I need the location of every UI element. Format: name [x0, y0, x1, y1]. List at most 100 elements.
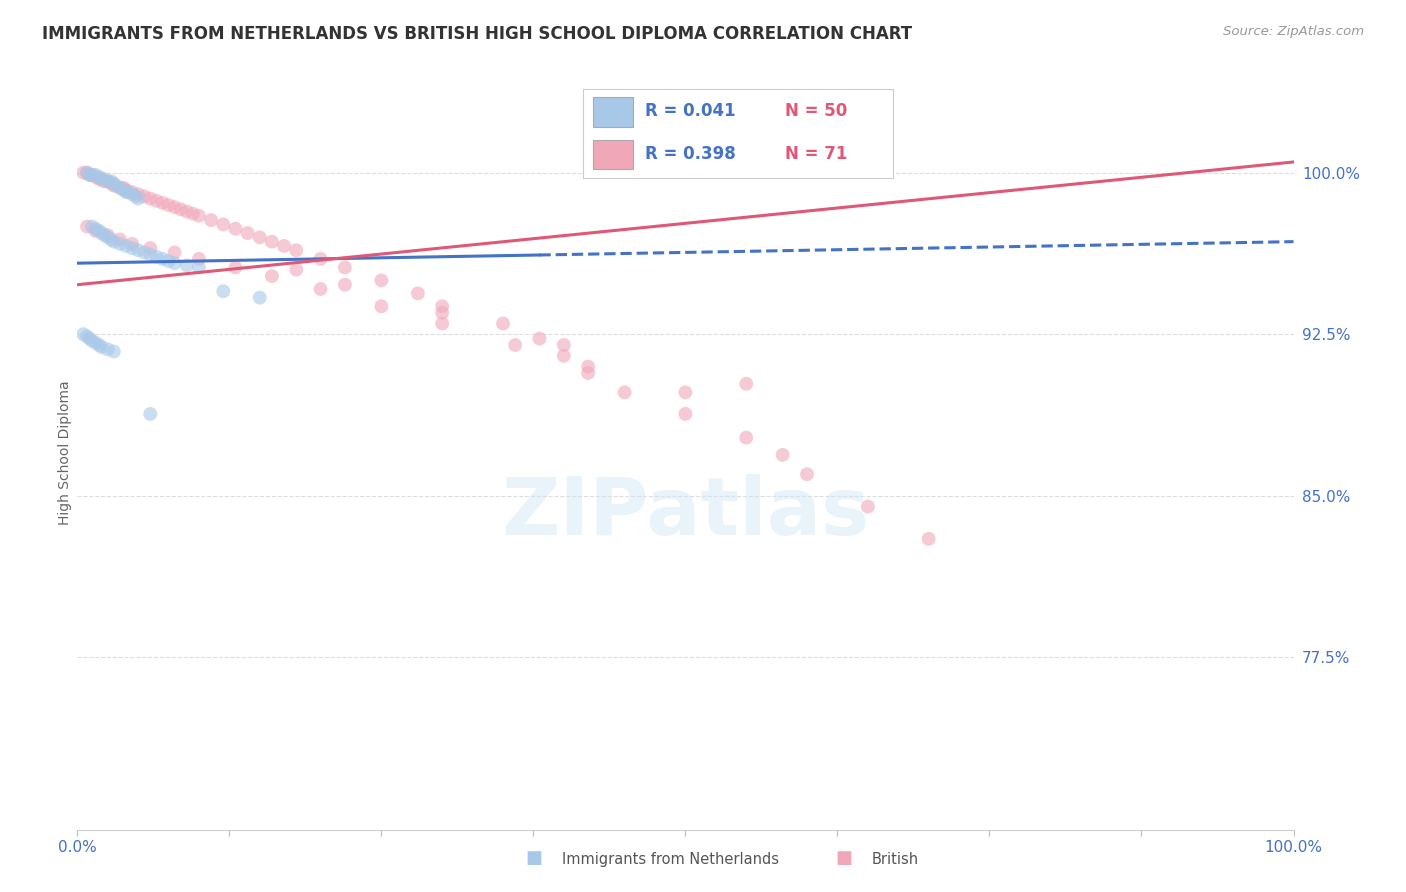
Point	[224, 221, 246, 235]
Point	[93, 228, 115, 243]
Point	[157, 254, 180, 268]
Point	[675, 407, 697, 421]
Point	[145, 194, 167, 208]
Point	[84, 169, 107, 184]
Point	[430, 306, 453, 320]
Point	[108, 236, 131, 251]
Point	[735, 431, 758, 445]
Point	[796, 467, 818, 482]
Point	[170, 202, 193, 217]
Point	[163, 200, 186, 214]
Point	[121, 185, 143, 199]
Point	[103, 344, 125, 359]
Point	[100, 174, 122, 188]
Point	[492, 317, 515, 331]
Point	[79, 168, 101, 182]
Point	[370, 273, 392, 287]
Point	[333, 277, 356, 292]
Point	[79, 168, 101, 182]
Point	[139, 241, 162, 255]
Point	[163, 256, 186, 270]
Point	[152, 252, 174, 266]
Point	[76, 166, 98, 180]
Point	[115, 183, 138, 197]
Point	[145, 250, 167, 264]
Text: ■: ■	[526, 849, 543, 867]
Point	[918, 532, 941, 546]
Point	[553, 338, 575, 352]
Point	[97, 343, 120, 357]
Point	[134, 245, 156, 260]
Point	[84, 224, 107, 238]
Point	[76, 329, 98, 343]
Point	[76, 166, 98, 180]
Point	[309, 252, 332, 266]
Point	[285, 244, 308, 258]
Point	[90, 226, 112, 240]
Point	[84, 221, 107, 235]
Point	[224, 260, 246, 275]
Point	[613, 385, 636, 400]
Point	[72, 166, 94, 180]
Point	[139, 192, 162, 206]
Point	[134, 189, 156, 203]
Point	[79, 332, 101, 346]
Point	[249, 291, 271, 305]
Point	[121, 241, 143, 255]
Point	[115, 185, 138, 199]
Text: N = 50: N = 50	[785, 103, 846, 120]
Point	[285, 262, 308, 277]
Point	[181, 207, 204, 221]
Point	[576, 359, 599, 374]
Point	[176, 204, 198, 219]
Point	[735, 376, 758, 391]
Point	[856, 500, 879, 514]
Point	[370, 299, 392, 313]
Point	[93, 172, 115, 186]
Text: R = 0.041: R = 0.041	[645, 103, 735, 120]
Point	[163, 245, 186, 260]
Text: IMMIGRANTS FROM NETHERLANDS VS BRITISH HIGH SCHOOL DIPLOMA CORRELATION CHART: IMMIGRANTS FROM NETHERLANDS VS BRITISH H…	[42, 25, 912, 43]
Point	[152, 195, 174, 210]
Point	[97, 174, 120, 188]
Point	[90, 340, 112, 354]
Point	[90, 172, 112, 186]
Point	[72, 327, 94, 342]
Point	[117, 185, 139, 199]
Point	[406, 286, 429, 301]
FancyBboxPatch shape	[593, 140, 633, 169]
Point	[108, 181, 131, 195]
Point	[80, 168, 103, 182]
Point	[84, 335, 107, 350]
Point	[127, 192, 149, 206]
Point	[93, 174, 115, 188]
Point	[97, 228, 120, 243]
Point	[260, 235, 283, 249]
Point	[127, 244, 149, 258]
Point	[139, 247, 162, 261]
Point	[80, 219, 103, 234]
Text: ZIPatlas: ZIPatlas	[502, 474, 869, 552]
Point	[97, 174, 120, 188]
Point	[89, 338, 111, 352]
Point	[139, 407, 162, 421]
Point	[89, 224, 111, 238]
Point	[188, 209, 211, 223]
Point	[103, 235, 125, 249]
Point	[236, 226, 259, 240]
Point	[103, 178, 125, 193]
Point	[212, 218, 235, 232]
Point	[188, 260, 211, 275]
Point	[553, 349, 575, 363]
Point	[430, 317, 453, 331]
Point	[108, 181, 131, 195]
Point	[100, 232, 122, 246]
Point	[108, 232, 131, 246]
Point	[121, 236, 143, 251]
Point	[97, 230, 120, 244]
Point	[112, 181, 135, 195]
Point	[125, 189, 148, 203]
Text: ■: ■	[835, 849, 852, 867]
Point	[103, 177, 125, 191]
Point	[105, 178, 128, 193]
